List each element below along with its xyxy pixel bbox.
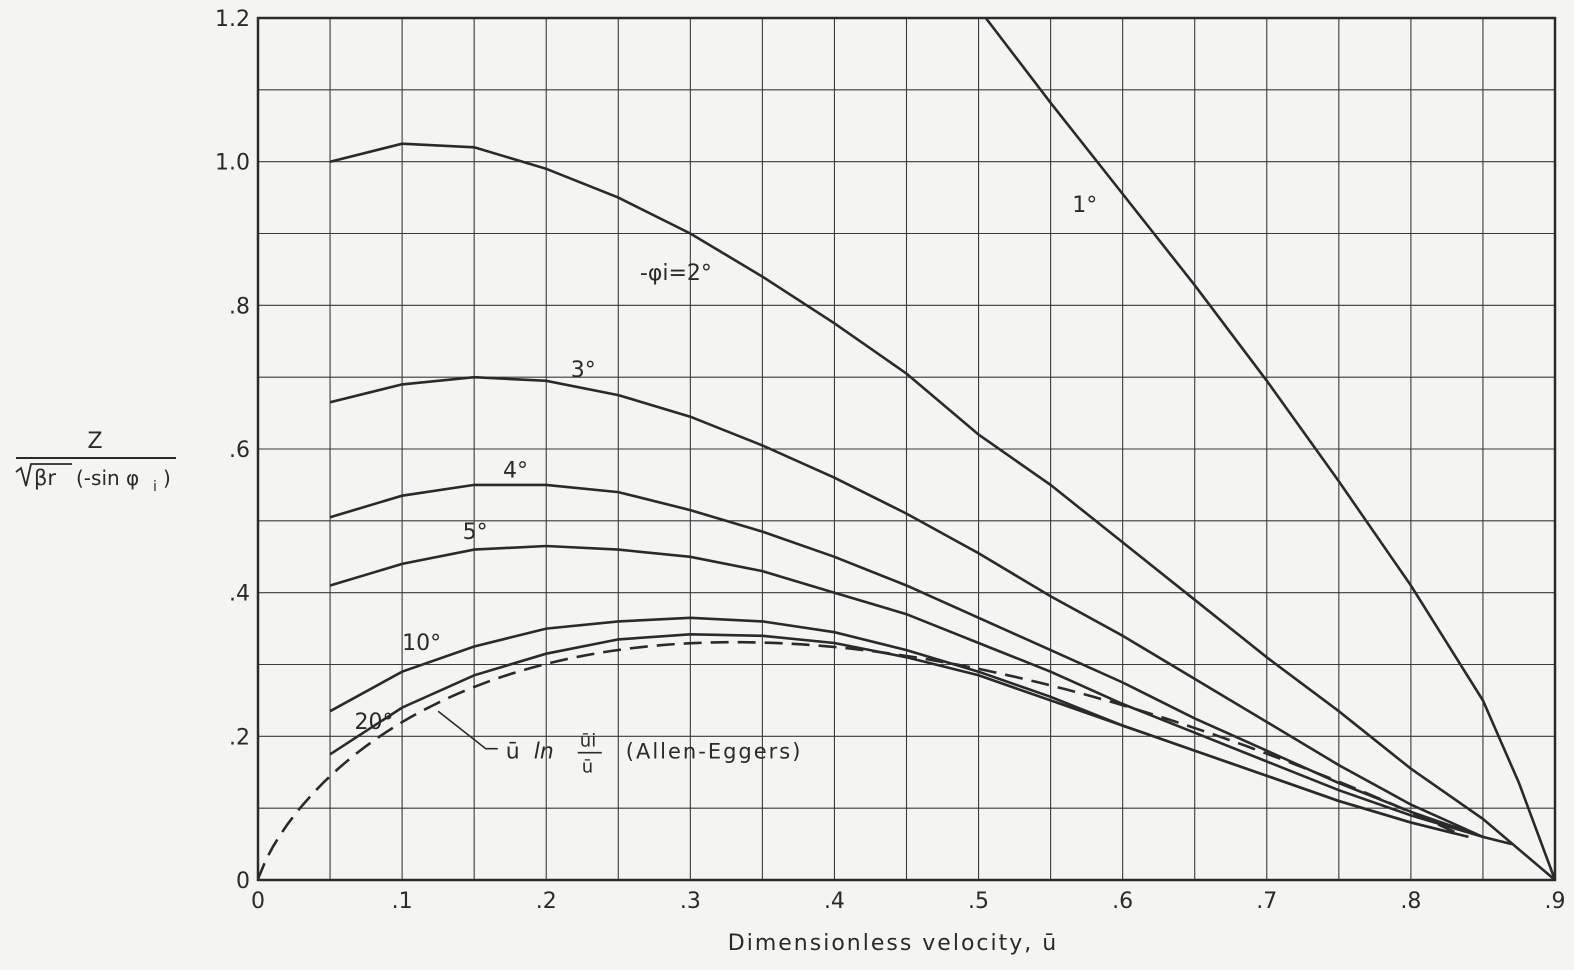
label-layer: 1°-φi=2°3°4°5°10°20°ū ln ūiū(Allen-Eggers)	[355, 193, 1098, 778]
x-tick-label-5: .5	[968, 889, 989, 914]
y-axis-title-sin-part: (-sin φ	[76, 466, 139, 490]
allen-eggers-denominator: ū	[582, 757, 593, 778]
curve-label-series-4: 4°	[503, 459, 528, 484]
allen-eggers-numerator: ūi	[580, 731, 596, 752]
curve-label-series-3: 3°	[571, 358, 596, 383]
y-axis-title-sqrt-sign	[15, 463, 72, 487]
x-tick-label-2: .2	[536, 889, 557, 914]
y-tick-label-4: .8	[229, 294, 250, 319]
curve-label-series-5: 5°	[463, 520, 488, 545]
grid-layer	[256, 16, 1557, 882]
curve-series-8	[256, 640, 1463, 881]
y-axis-title-close-paren: )	[163, 466, 171, 490]
curve-label-series-1: 1°	[1072, 193, 1097, 218]
plot-frame	[256, 16, 1557, 882]
allen-eggers-name: (Allen-Eggers)	[626, 740, 803, 764]
curve-series-1	[984, 17, 1557, 881]
allen-eggers-annotation: ū ln ūiū(Allen-Eggers)	[506, 731, 803, 778]
y-tick-label-1: .2	[229, 725, 250, 750]
y-tick-label-6: 1.2	[215, 7, 250, 32]
curve-series-3	[329, 375, 1513, 846]
x-tick-label-3: .3	[680, 889, 701, 914]
y-axis-title: Z βr (-sin φ i )	[15, 429, 176, 495]
x-tick-label-6: .6	[1112, 889, 1133, 914]
y-tick-label-2: .4	[229, 582, 250, 607]
y-axis-title-numerator: Z	[87, 429, 104, 454]
y-axis-title-subscript: i	[153, 479, 157, 495]
x-tick-label-0: 0	[251, 889, 265, 914]
allen-eggers-ln: ln	[534, 740, 554, 765]
curve-series-2	[329, 142, 1556, 881]
curve-series-5	[329, 544, 1484, 839]
curve-label-series-7: 20°	[355, 710, 394, 735]
allen-eggers-leader-line	[437, 710, 498, 750]
x-tick-label-4: .4	[824, 889, 845, 914]
x-axis-title: Dimensionless velocity, ū	[728, 931, 1058, 956]
curve-label-series-6: 10°	[402, 631, 441, 656]
y-tick-label-3: .6	[229, 438, 250, 463]
allen-eggers-u: ū	[506, 740, 520, 765]
x-tick-label-7: .7	[1256, 889, 1277, 914]
tick-layer: 0 .1 .2 .3 .4 .5 .6 .7 .8 .9 0 .2 .4 .6 .8 1.0 1.2	[215, 7, 1566, 914]
curve-series-6	[329, 616, 1469, 839]
y-axis-title-sqrt-content: βr	[34, 466, 56, 490]
curve-layer	[256, 17, 1557, 881]
x-tick-label-8: .8	[1400, 889, 1421, 914]
y-tick-label-5: 1.0	[215, 151, 250, 176]
curve-label-series-2: -φi=2°	[640, 261, 712, 286]
y-tick-label-0: 0	[236, 869, 250, 894]
x-tick-label-9: .9	[1545, 889, 1566, 914]
x-tick-label-1: .1	[392, 889, 413, 914]
